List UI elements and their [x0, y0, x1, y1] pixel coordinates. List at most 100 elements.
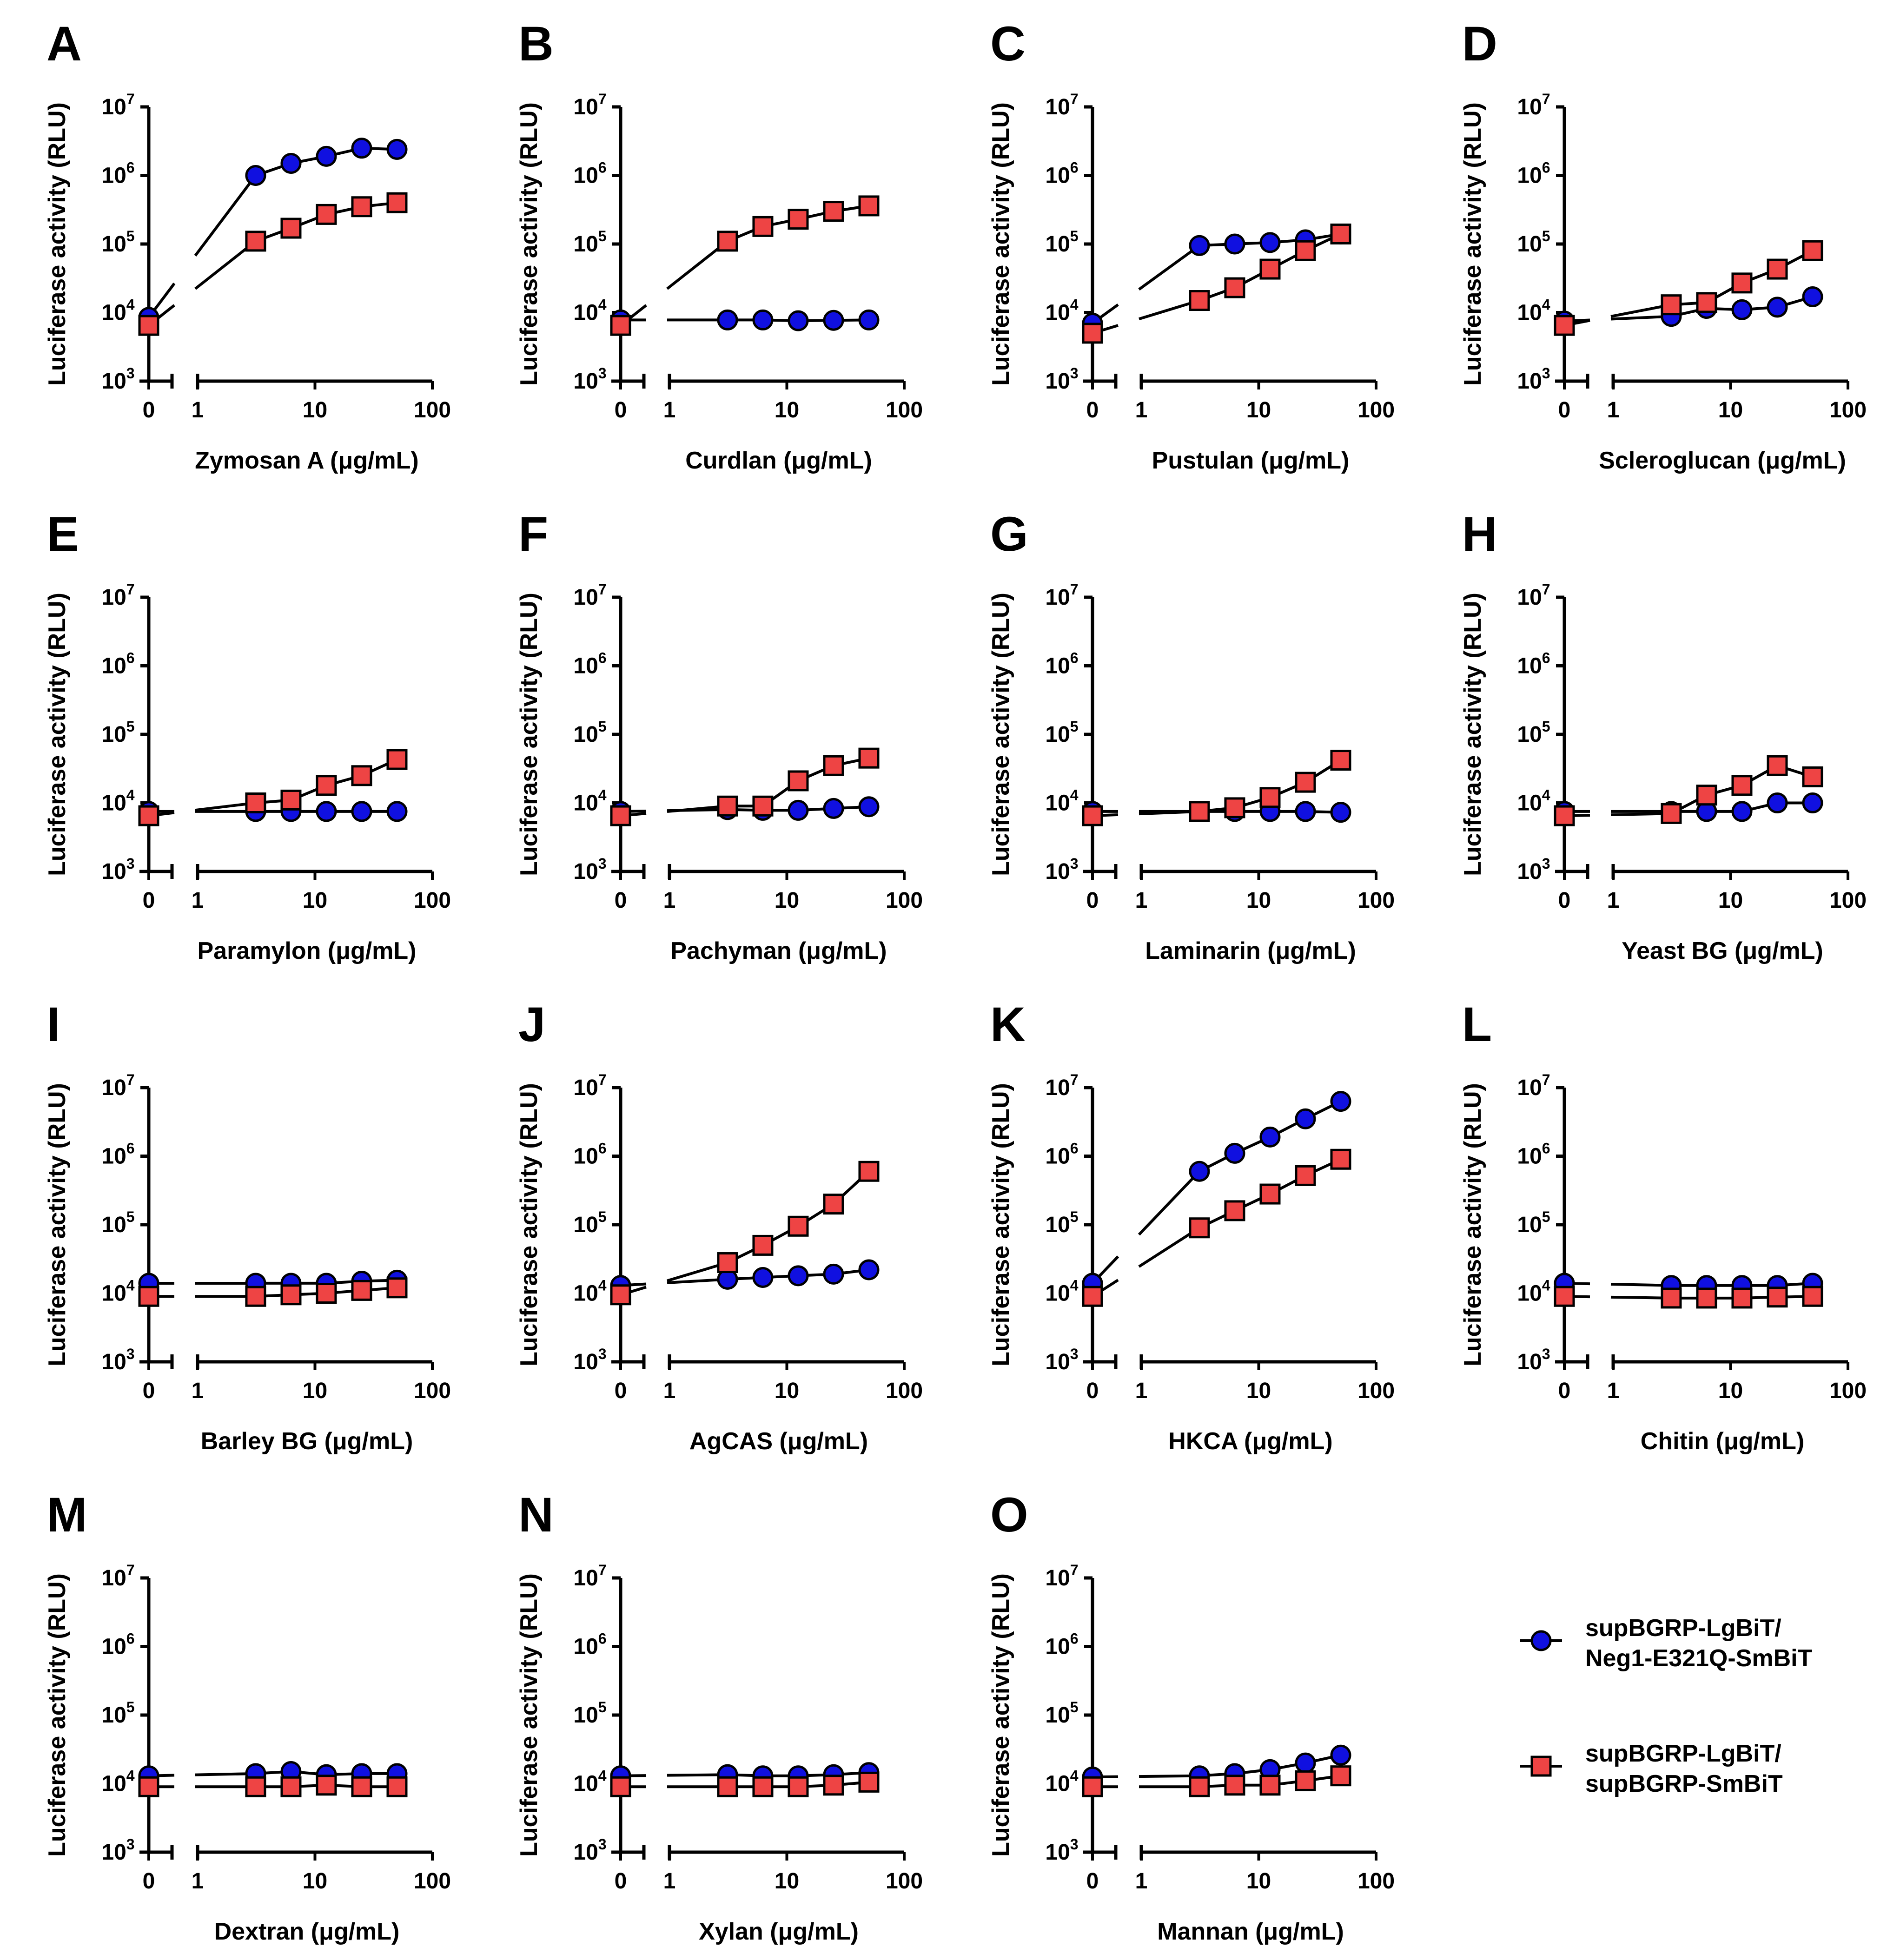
- data-point-square: [610, 805, 631, 826]
- y-tick-label: 105: [1045, 228, 1078, 257]
- data-point-square: [351, 1776, 372, 1797]
- x-tick-label: 1: [192, 1869, 204, 1894]
- data-point-square: [138, 315, 159, 336]
- x-tick-label: 1: [1135, 1379, 1148, 1403]
- data-point-square: [717, 795, 738, 817]
- y-tick-label: 107: [1517, 91, 1550, 119]
- y-axis-label: Luciferase activity (RLU): [44, 1573, 71, 1857]
- x-tick-label: 1: [1135, 888, 1148, 913]
- data-point-square: [1295, 772, 1316, 793]
- panel-letter: C: [990, 17, 1026, 71]
- data-point-circle: [752, 1267, 774, 1288]
- y-tick-label: 106: [1045, 1630, 1078, 1659]
- data-point-square: [717, 1776, 738, 1797]
- data-point-circle: [1224, 233, 1245, 255]
- x-axis-label: Dextran (μg/mL): [214, 1918, 400, 1945]
- y-tick-label: 104: [573, 297, 606, 325]
- x-tick-label: 1: [192, 398, 204, 422]
- data-point-square: [717, 1252, 738, 1274]
- data-point-square: [858, 1161, 880, 1182]
- data-point-square: [280, 789, 302, 811]
- data-point-square: [1731, 1287, 1753, 1309]
- y-tick-label: 104: [1045, 1277, 1078, 1306]
- y-tick-label: 106: [1517, 159, 1550, 188]
- data-point-square: [1082, 1776, 1103, 1797]
- y-tick-label: 105: [573, 718, 606, 747]
- x-axis-label: Xylan (μg/mL): [699, 1918, 859, 1945]
- data-point-square: [245, 1776, 266, 1797]
- y-tick-label: 104: [1045, 787, 1078, 816]
- y-tick-label: 103: [101, 365, 134, 394]
- data-point-circle: [823, 1263, 844, 1285]
- x-axis-label: Scleroglucan (μg/mL): [1599, 447, 1846, 474]
- y-tick-label: 106: [1517, 650, 1550, 679]
- x-axis-label: Pachyman (μg/mL): [670, 937, 887, 964]
- x-axis-label: AgCAS (μg/mL): [689, 1428, 868, 1455]
- data-point-circle: [858, 309, 880, 330]
- x-tick-label: 10: [775, 888, 799, 913]
- x-axis-label: Zymosan A (μg/mL): [195, 447, 419, 474]
- x-tick-label: 1: [1607, 1379, 1620, 1403]
- x-tick-label: 100: [1357, 1869, 1395, 1894]
- data-point-square: [1082, 323, 1103, 344]
- data-point-square: [138, 1286, 159, 1307]
- x-tick-label: 0: [1558, 398, 1571, 422]
- y-tick-label: 107: [101, 581, 134, 610]
- data-point-circle: [1802, 286, 1823, 308]
- y-tick-label: 105: [1045, 718, 1078, 747]
- data-point-square: [245, 792, 266, 813]
- y-tick-label: 105: [1517, 228, 1550, 257]
- data-point-square: [245, 231, 266, 252]
- data-point-square: [1767, 258, 1788, 280]
- legend-marker-circle: [1530, 1630, 1552, 1651]
- data-point-square: [138, 805, 159, 826]
- x-tick-label: 100: [886, 398, 923, 422]
- x-tick-label: 10: [775, 1379, 799, 1403]
- data-point-square: [1554, 1286, 1575, 1307]
- series-line-segment: [194, 174, 257, 257]
- y-tick-label: 105: [101, 228, 134, 257]
- data-point-square: [823, 1194, 844, 1215]
- data-point-square: [1189, 1776, 1210, 1797]
- y-tick-label: 107: [573, 581, 606, 610]
- data-point-square: [1330, 750, 1351, 771]
- y-tick-label: 105: [1517, 1208, 1550, 1237]
- x-tick-label: 100: [1357, 888, 1395, 913]
- y-tick-label: 105: [101, 1699, 134, 1728]
- data-point-circle: [1259, 232, 1281, 253]
- data-point-square: [1330, 1148, 1351, 1170]
- data-point-circle: [788, 1265, 809, 1287]
- y-tick-label: 105: [573, 1208, 606, 1237]
- x-tick-label: 0: [615, 1379, 627, 1403]
- data-point-square: [386, 749, 408, 770]
- x-tick-label: 0: [1558, 888, 1571, 913]
- y-tick-label: 106: [573, 1140, 606, 1169]
- x-tick-label: 100: [414, 398, 451, 422]
- series-line-segment: [1138, 244, 1200, 291]
- data-point-square: [788, 1215, 809, 1237]
- x-axis-label: Pustulan (μg/mL): [1152, 447, 1350, 474]
- x-tick-label: 0: [143, 1379, 155, 1403]
- x-tick-label: 100: [886, 1869, 923, 1894]
- y-tick-label: 103: [1045, 365, 1078, 394]
- y-axis-label: Luciferase activity (RLU): [44, 593, 71, 876]
- panel-letter: I: [46, 997, 60, 1052]
- data-point-circle: [386, 801, 408, 822]
- data-point-square: [823, 201, 844, 222]
- y-tick-label: 107: [573, 1562, 606, 1590]
- data-point-square: [752, 216, 774, 237]
- x-axis-label: Mannan (μg/mL): [1157, 1918, 1344, 1945]
- x-tick-label: 0: [1558, 1379, 1571, 1403]
- x-tick-label: 0: [1086, 888, 1099, 913]
- data-point-square: [1224, 277, 1245, 298]
- data-point-square: [1696, 785, 1717, 806]
- y-tick-label: 103: [101, 1836, 134, 1865]
- data-point-circle: [351, 801, 372, 822]
- x-tick-label: 0: [1086, 1869, 1099, 1894]
- x-tick-label: 0: [1086, 1379, 1099, 1403]
